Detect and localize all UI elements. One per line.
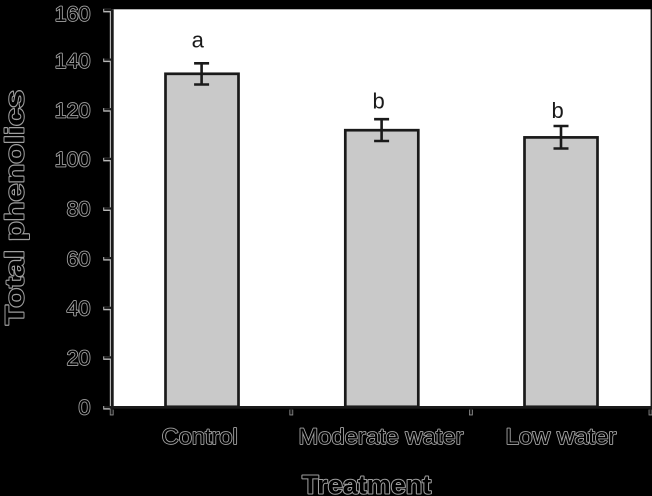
svg-text:140: 140 <box>55 49 91 73</box>
svg-text:60: 60 <box>67 247 91 271</box>
svg-text:Total phenolics: Total phenolics <box>2 90 30 325</box>
svg-text:Low water: Low water <box>506 424 618 449</box>
svg-text:Treatment: Treatment <box>302 470 431 496</box>
svg-text:b: b <box>372 89 384 114</box>
svg-text:100: 100 <box>55 147 91 171</box>
svg-text:160: 160 <box>55 2 91 26</box>
svg-text:a: a <box>192 28 205 53</box>
svg-text:Control: Control <box>162 424 238 449</box>
svg-text:80: 80 <box>67 197 91 221</box>
svg-text:b: b <box>551 98 563 123</box>
svg-text:0: 0 <box>79 396 91 420</box>
svg-text:Moderate water: Moderate water <box>299 424 465 449</box>
svg-text:40: 40 <box>67 296 91 320</box>
svg-text:120: 120 <box>55 98 91 122</box>
svg-text:20: 20 <box>67 346 91 370</box>
